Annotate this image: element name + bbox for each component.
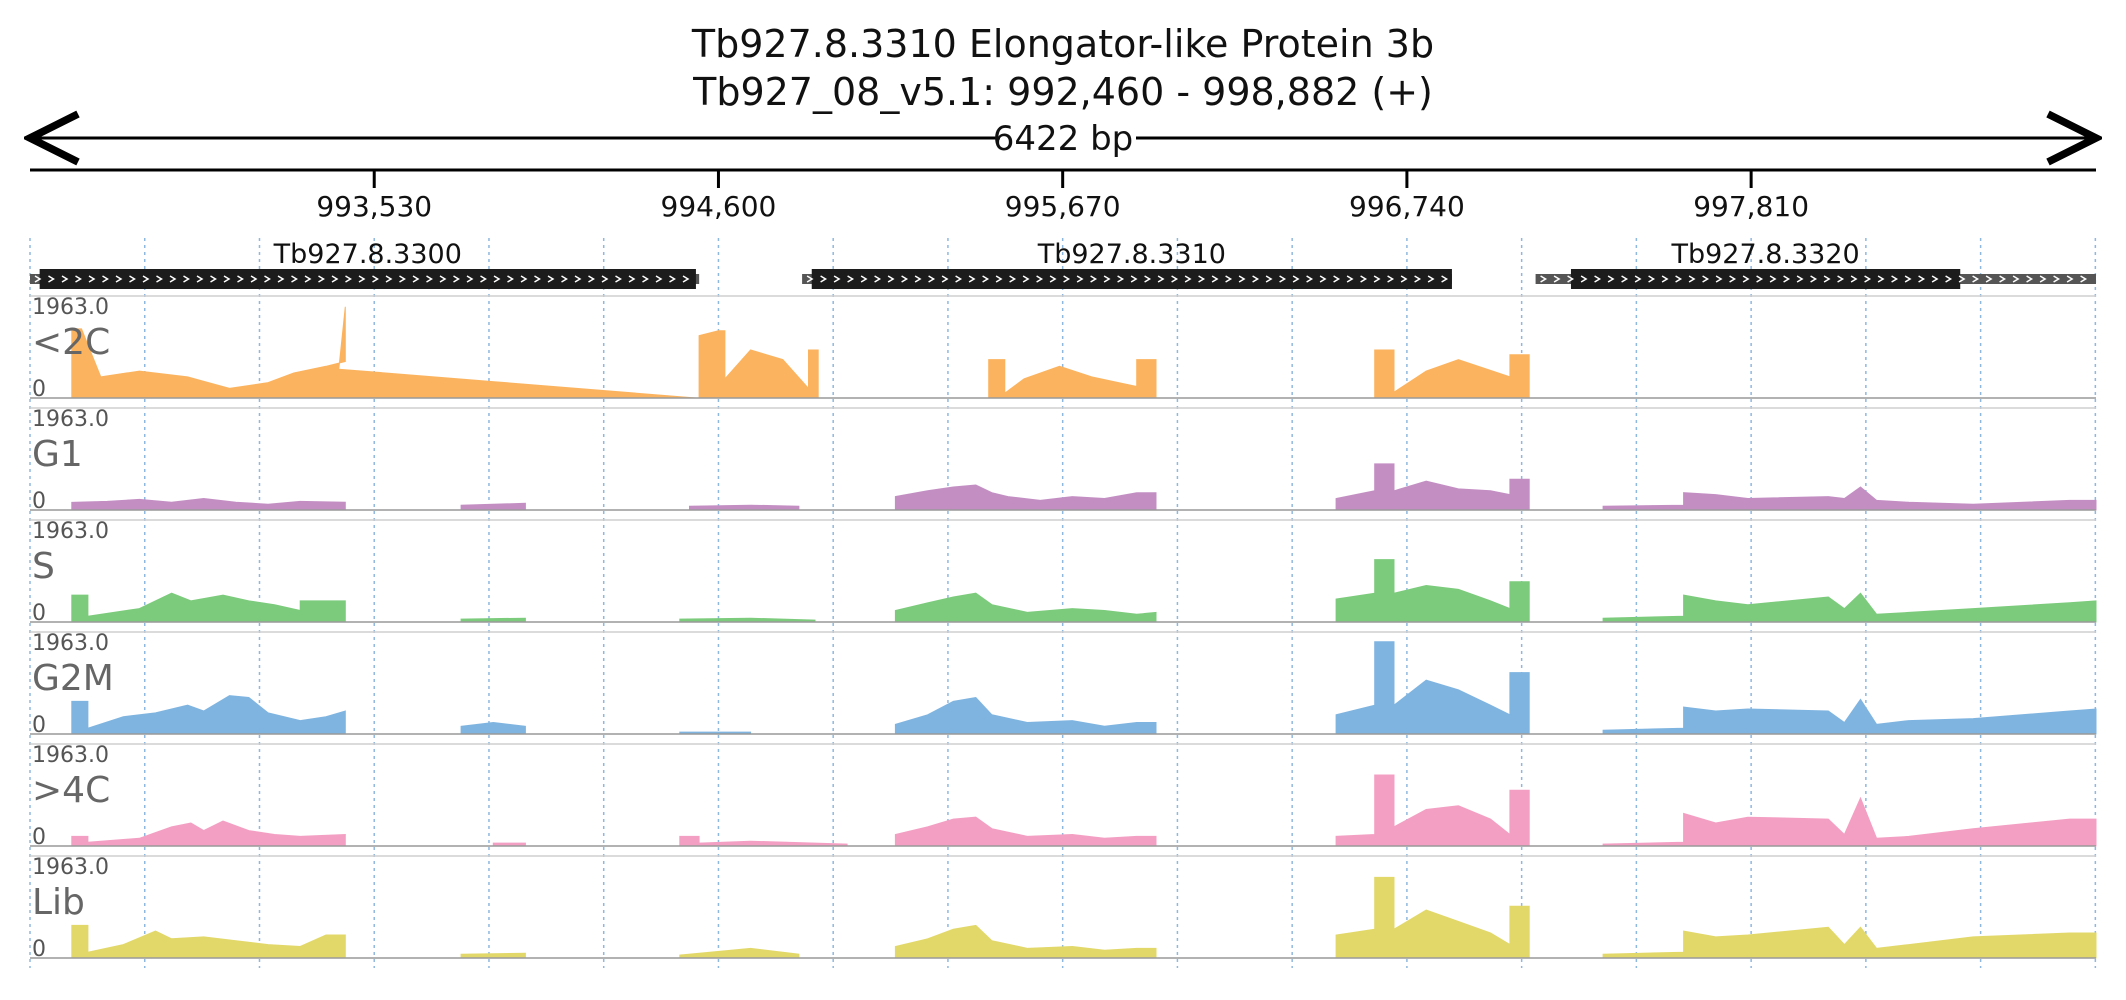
track-ymin-label: 0 bbox=[32, 713, 46, 738]
gene-model[interactable]: Tb927.8.3310 bbox=[802, 239, 1452, 289]
track-name-label: G2M bbox=[32, 658, 114, 699]
gene-cds bbox=[40, 269, 696, 289]
track-name-label: S bbox=[32, 546, 55, 587]
span-label: 6422 bp bbox=[993, 119, 1134, 159]
x-tick-label: 993,530 bbox=[316, 190, 432, 223]
gene-model[interactable]: Tb927.8.3300 bbox=[30, 239, 699, 289]
gene-label: Tb927.8.3310 bbox=[1037, 239, 1226, 270]
span-indicator: 6422 bp bbox=[30, 119, 2096, 159]
gene-label: Tb927.8.3300 bbox=[273, 239, 462, 270]
track-ymin-label: 0 bbox=[32, 377, 46, 402]
track-ymin-label: 0 bbox=[32, 825, 46, 850]
track-name-label: >4C bbox=[32, 770, 110, 811]
x-tick-label: 995,670 bbox=[1005, 190, 1121, 223]
coverage-track: 1963.0<2C 0 bbox=[30, 295, 2096, 402]
x-tick-label: 996,740 bbox=[1349, 190, 1465, 223]
gene-model[interactable]: Tb927.8.3320 bbox=[1536, 239, 2096, 289]
track-ymax-label: 1963.0 bbox=[32, 407, 109, 432]
gene-label: Tb927.8.3320 bbox=[1670, 239, 1859, 270]
track-ymax-label: 1963.0 bbox=[32, 519, 109, 544]
x-tick-label: 997,810 bbox=[1693, 190, 1809, 223]
gene-cds bbox=[1571, 269, 1960, 289]
track-ymin-label: 0 bbox=[32, 601, 46, 626]
track-ymax-label: 1963.0 bbox=[32, 743, 109, 768]
track-ymin-label: 0 bbox=[32, 937, 46, 962]
track-name-label: G1 bbox=[32, 434, 83, 475]
track-ymax-label: 1963.0 bbox=[32, 295, 109, 320]
coverage-track: 1963.0S 0 bbox=[30, 519, 2096, 626]
track-ymin-label: 0 bbox=[32, 489, 46, 514]
x-axis: 993,530 994,600 995,670 996,740 997,810 bbox=[30, 170, 2096, 223]
track-ymax-label: 1963.0 bbox=[32, 631, 109, 656]
coverage-track: 1963.0G1 0 bbox=[30, 407, 2096, 514]
track-name-label: Lib bbox=[32, 882, 85, 923]
track-name-label: <2C bbox=[32, 322, 110, 363]
gene-annotation-track: Tb927.8.3300 Tb927.8.3310 Tb927.8.3320 bbox=[30, 239, 2096, 289]
track-ymax-label: 1963.0 bbox=[32, 855, 109, 880]
x-tick-label: 994,600 bbox=[661, 190, 777, 223]
